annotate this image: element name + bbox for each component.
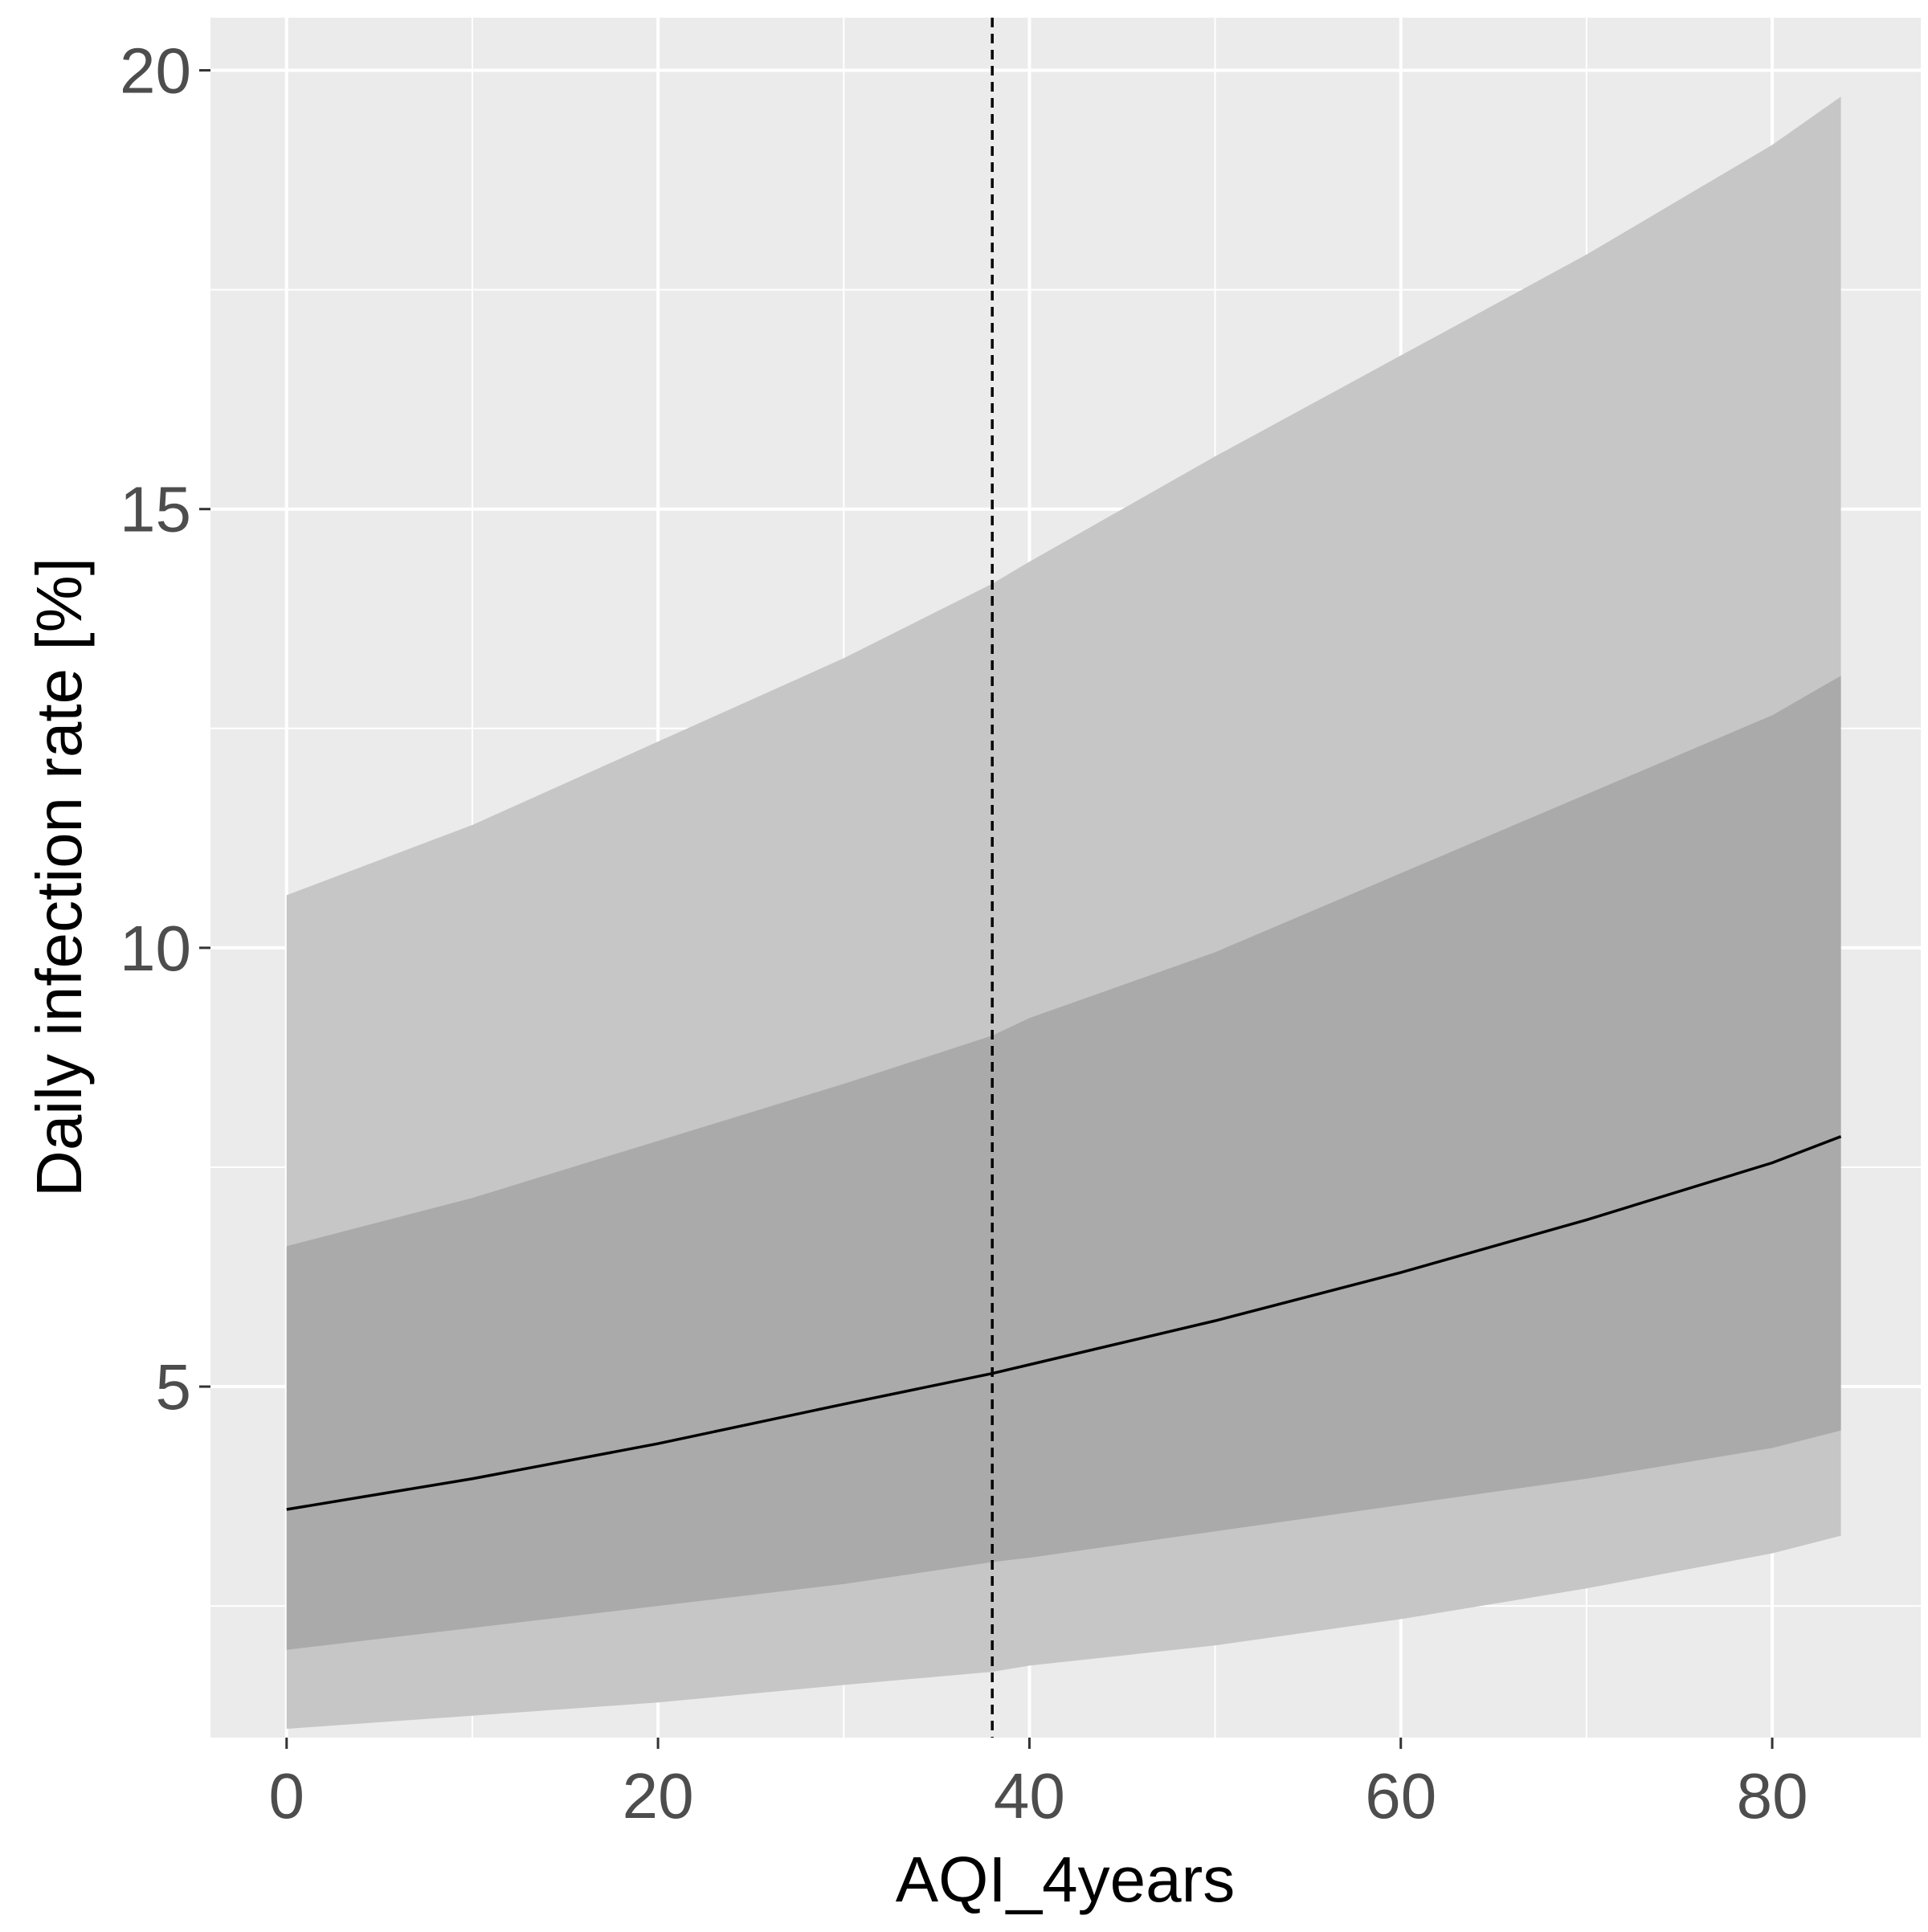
x-axis-title: AQI_4years <box>896 1844 1235 1915</box>
confidence-bands <box>286 96 1841 1730</box>
x-tick-label: 60 <box>1365 1760 1436 1832</box>
y-axis-title: Daily infection rate [%] <box>23 558 95 1197</box>
y-tick-label: 10 <box>120 913 191 984</box>
x-tick-label: 80 <box>1737 1760 1808 1832</box>
y-tick-label: 15 <box>120 474 191 545</box>
x-tick-label: 40 <box>994 1760 1065 1832</box>
x-tick-label: 20 <box>623 1760 694 1832</box>
axis-tick-labels: 0 20 40 60 80 5 10 15 20 <box>120 35 1808 1832</box>
x-tick-label: 0 <box>269 1760 305 1832</box>
series-lines <box>286 18 1842 1738</box>
y-tick-label: 5 <box>156 1351 192 1423</box>
estimate-line <box>286 1135 1842 1511</box>
inner-confidence-band <box>286 676 1841 1650</box>
y-tick-label: 20 <box>120 35 191 107</box>
axis-ticks <box>199 69 1774 1749</box>
